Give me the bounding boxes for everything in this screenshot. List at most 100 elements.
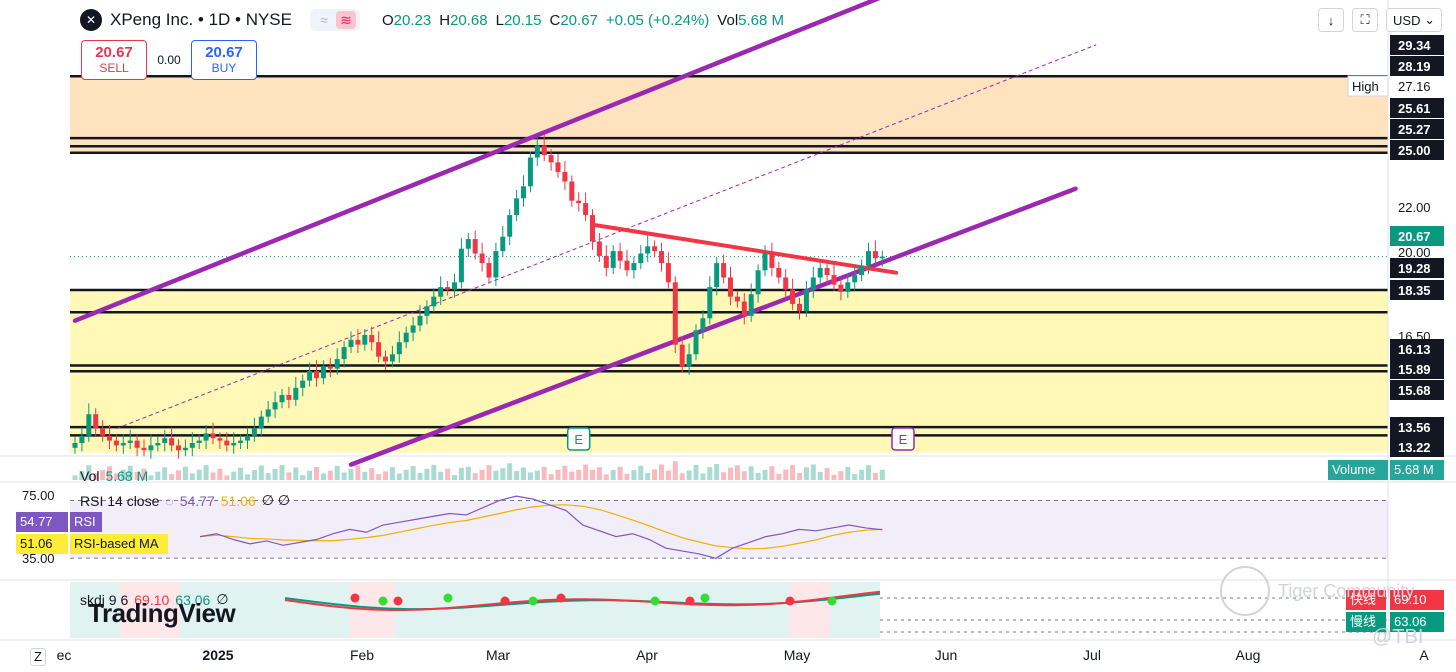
- volume-bar: [872, 473, 878, 480]
- channel-mid-line: [116, 44, 1097, 430]
- channel-upper-line: [72, 0, 881, 323]
- price-label-box: [1390, 226, 1444, 246]
- candle-body: [659, 251, 664, 264]
- candle-body: [238, 440, 244, 444]
- volume-bar: [638, 465, 644, 480]
- wave-mode-icon[interactable]: ≋: [336, 11, 356, 29]
- volume-bar: [265, 473, 271, 480]
- candle: [762, 245, 768, 277]
- candle: [465, 233, 471, 258]
- price-label-box: [1390, 339, 1444, 359]
- skdj-zone: [120, 582, 180, 638]
- price-axis-label: 28.19: [1390, 56, 1444, 76]
- zoom-reset-button[interactable]: Z: [30, 648, 46, 666]
- rsi-value-badge: 54.77: [16, 512, 68, 532]
- candle-body: [624, 260, 630, 271]
- candle: [590, 209, 595, 250]
- sell-button[interactable]: 20.67 SELL: [81, 40, 147, 80]
- event-label: E: [899, 432, 908, 447]
- horizontal-levels: [70, 74, 1388, 437]
- volume-bar: [665, 470, 671, 480]
- volume-title: Vol 5.68 M: [80, 468, 149, 484]
- candle: [424, 300, 430, 325]
- volume-bar: [562, 465, 568, 480]
- candle: [555, 153, 561, 178]
- candle: [417, 305, 423, 332]
- price-axis-label: 18.35: [1390, 280, 1444, 300]
- candle-body: [831, 275, 837, 285]
- volume-bar: [810, 464, 816, 480]
- price-axis-label: 29.34: [1390, 35, 1444, 55]
- event-box: [566, 427, 591, 451]
- candle: [686, 343, 692, 375]
- volume-bar: [707, 467, 713, 480]
- price-axis-label: 25.27: [1390, 119, 1444, 139]
- rsi-ma-line: [199, 504, 883, 550]
- volume-bar: [251, 470, 257, 480]
- candle: [569, 175, 575, 207]
- candle-body: [741, 301, 747, 316]
- download-icon[interactable]: ↓: [1318, 8, 1345, 32]
- volume-bar: [631, 470, 637, 480]
- volume-bar: [721, 472, 727, 480]
- candle: [155, 437, 161, 452]
- volume-bar: [776, 473, 782, 480]
- volume-bar: [210, 472, 216, 480]
- candle: [169, 427, 175, 452]
- volume-bar: [645, 473, 651, 480]
- price-axis: 29.34 28.19 High 27.16 25.61 25.27 25.00 22.00 2…: [1347, 35, 1444, 457]
- zone-orange: [70, 76, 1388, 153]
- candle: [245, 427, 250, 450]
- candle: [693, 324, 699, 361]
- volume-bar: [783, 469, 789, 480]
- candle-body: [790, 289, 796, 304]
- rsi-settings-icon[interactable]: ◌: [165, 492, 174, 509]
- candle: [500, 225, 506, 258]
- candle-body: [348, 339, 354, 348]
- candle: [534, 137, 540, 166]
- volume-bar: [652, 469, 658, 480]
- candle: [624, 249, 630, 277]
- price-label-text: 29.34: [1398, 38, 1431, 53]
- volume-bar: [245, 474, 250, 480]
- candle: [162, 429, 168, 452]
- candle: [203, 425, 209, 450]
- volume-bar: [217, 468, 223, 480]
- volume-bar: [127, 465, 133, 480]
- volume-bar: [803, 467, 809, 480]
- volume-bar: [203, 465, 209, 480]
- candle-body: [707, 287, 713, 319]
- candle-body: [452, 282, 457, 290]
- bar-mode-icon[interactable]: ≈: [320, 12, 328, 28]
- candle: [279, 389, 285, 409]
- volume-bar: [431, 464, 437, 480]
- volume-bar: [852, 474, 858, 480]
- candle-body: [169, 438, 175, 446]
- candle-body: [86, 414, 92, 436]
- fullscreen-icon[interactable]: ⛶: [1352, 8, 1379, 32]
- candle: [438, 276, 444, 306]
- candle-body: [307, 371, 313, 381]
- price-axis-label: 20.00: [1398, 245, 1431, 260]
- candle-body: [803, 289, 809, 312]
- volume-bar: [514, 470, 520, 480]
- earnings-event-marker: E: [566, 427, 591, 451]
- symbol-title[interactable]: XPeng Inc. • 1D • NYSE: [110, 10, 292, 29]
- candle-body: [479, 253, 485, 264]
- candle: [645, 235, 651, 262]
- time-axis: ec 2025 Feb Mar Apr May Jun Jul Aug A: [57, 647, 1430, 663]
- volume-bar: [672, 461, 678, 480]
- volume-bar: [348, 469, 354, 480]
- volume-bar: [417, 472, 423, 480]
- buy-button[interactable]: 20.67 BUY: [191, 40, 257, 80]
- currency-select[interactable]: USD ⌄: [1386, 8, 1442, 32]
- candle-body: [859, 265, 865, 276]
- candle: [93, 408, 99, 438]
- chart-mode-toggle[interactable]: ≈ ≋: [310, 9, 360, 31]
- candle-body: [189, 443, 195, 448]
- candle-body: [541, 145, 547, 156]
- candle: [638, 245, 644, 270]
- candle-body: [424, 306, 430, 316]
- candle: [107, 425, 112, 450]
